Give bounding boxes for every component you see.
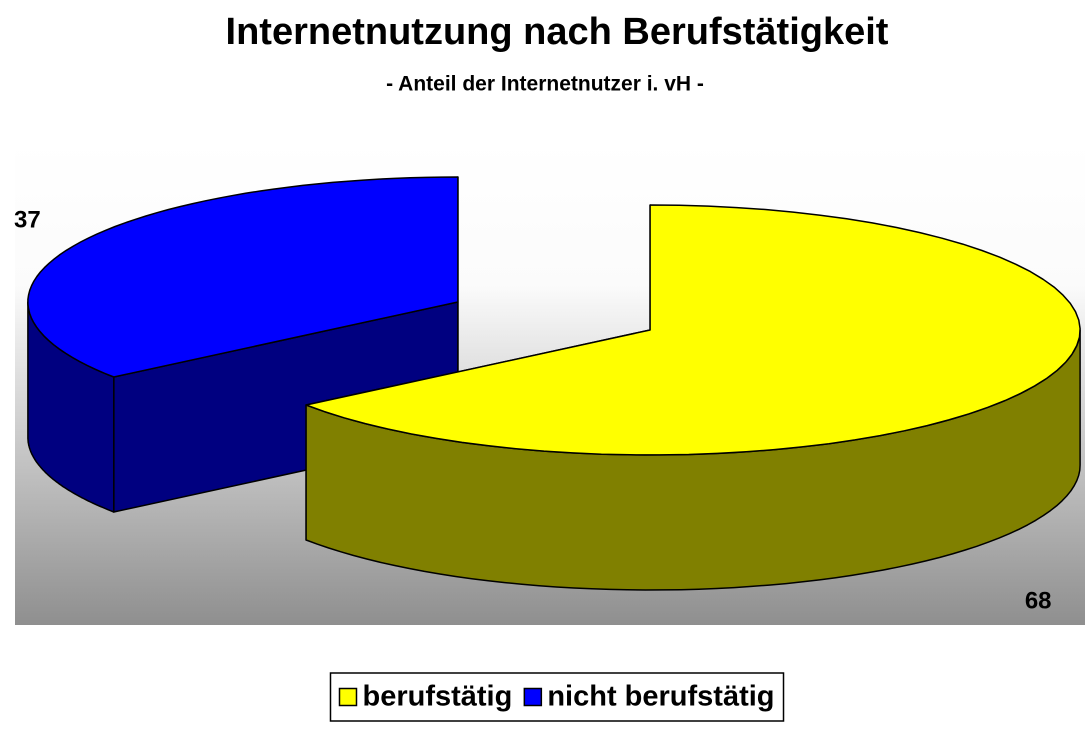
legend-label: berufstätig bbox=[362, 681, 512, 713]
legend-swatch bbox=[523, 687, 543, 707]
legend-swatch bbox=[338, 687, 358, 707]
chart-title: Internetnutzung nach Berufstätigkeit bbox=[226, 11, 889, 53]
data-label: 68 bbox=[1025, 588, 1052, 615]
legend-label: nicht berufstätig bbox=[547, 681, 774, 713]
data-label: 37 bbox=[14, 207, 41, 234]
slice bbox=[27, 176, 459, 378]
legend: berufstätig nicht berufstätig bbox=[329, 672, 785, 722]
slice bbox=[305, 204, 1081, 456]
chart-subtitle: - Anteil der Internetnutzer i. vH - bbox=[386, 73, 704, 96]
legend-box bbox=[329, 672, 785, 722]
pie bbox=[27, 176, 1081, 591]
